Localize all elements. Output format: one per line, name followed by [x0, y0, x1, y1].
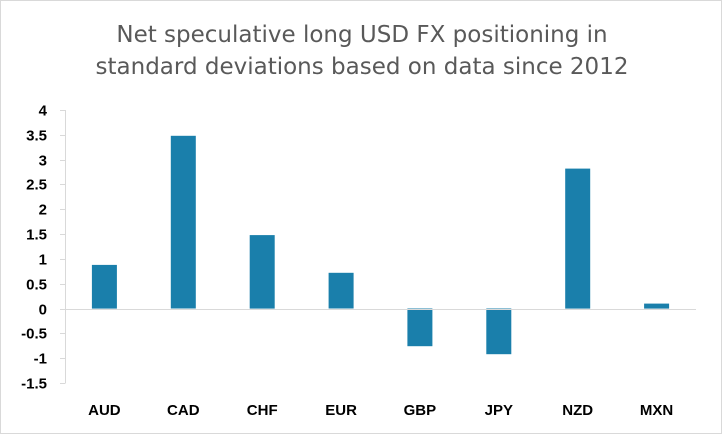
y-tick-label: 4	[39, 103, 48, 120]
chart-title-line-1: Net speculative long USD FX positioning …	[116, 22, 608, 48]
bar-nzd	[565, 168, 591, 309]
x-tick-label-gbp: GBP	[404, 402, 437, 419]
y-tick-label: 1.5	[26, 227, 47, 244]
y-tick-label: 3	[39, 153, 47, 170]
bar-gbp	[407, 308, 433, 347]
y-tick-label: 0	[39, 302, 47, 319]
chart-title-line-2: standard deviations based on data since …	[95, 54, 629, 80]
y-tick-label: -0.5	[21, 326, 47, 343]
chart-title: Net speculative long USD FX positioning …	[1, 19, 722, 83]
bar-jpy	[486, 308, 512, 355]
y-tick-label: -1	[34, 351, 47, 368]
y-tick-label: 1	[39, 252, 47, 269]
y-tick-label: 3.5	[26, 128, 47, 145]
y-tick-label: 2.5	[26, 177, 47, 194]
x-tick-label-jpy: JPY	[485, 402, 513, 419]
bar-eur	[328, 272, 354, 309]
bar-mxn	[644, 303, 670, 309]
x-tick-label-nzd: NZD	[562, 402, 593, 419]
x-tick-label-mxn: MXN	[640, 402, 673, 419]
x-tick-label-cad: CAD	[167, 402, 200, 419]
y-tick-label: 0.5	[26, 277, 47, 294]
x-tick-label-eur: EUR	[325, 402, 357, 419]
bar-chf	[249, 235, 275, 309]
bar-cad	[170, 135, 196, 309]
bar-aud	[91, 264, 117, 309]
y-tick-label: -1.5	[21, 376, 47, 393]
y-tick-label: 2	[39, 202, 47, 219]
x-tick-label-aud: AUD	[88, 402, 121, 419]
x-tick-label-chf: CHF	[247, 402, 278, 419]
